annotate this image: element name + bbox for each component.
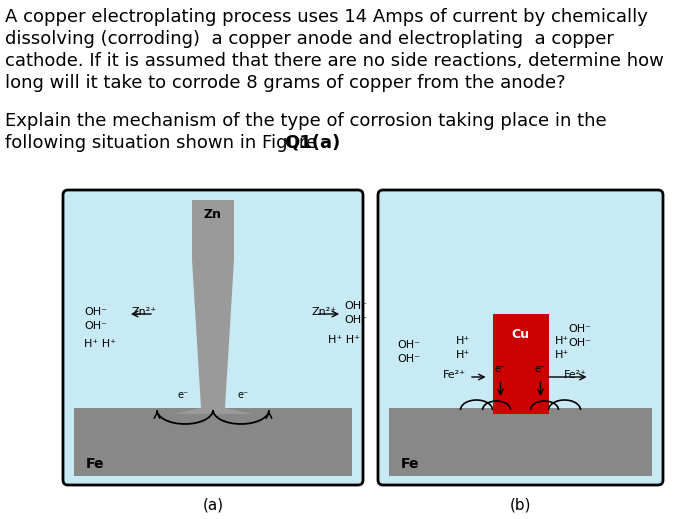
Text: OH⁻: OH⁻ (344, 315, 367, 325)
Text: H⁺: H⁺ (456, 336, 470, 346)
Text: Fe²⁺: Fe²⁺ (564, 370, 587, 380)
Polygon shape (192, 260, 234, 408)
Text: Zn²⁺: Zn²⁺ (312, 307, 337, 317)
Text: Explain the mechanism of the type of corrosion taking place in the: Explain the mechanism of the type of cor… (5, 112, 607, 130)
Text: OH⁻: OH⁻ (397, 354, 420, 364)
FancyBboxPatch shape (63, 190, 363, 485)
Text: H⁺: H⁺ (456, 350, 470, 360)
Text: OH⁻: OH⁻ (84, 321, 107, 331)
Bar (493, 314, 549, 414)
Bar (192, 200, 234, 260)
Text: following situation shown in Figure: following situation shown in Figure (5, 134, 323, 152)
Text: OH⁻: OH⁻ (397, 340, 420, 350)
Text: OH⁻: OH⁻ (84, 307, 107, 317)
Text: e⁻: e⁻ (237, 390, 248, 400)
Text: H⁺: H⁺ (554, 336, 568, 346)
Text: e⁻: e⁻ (535, 364, 546, 374)
Text: OH⁻: OH⁻ (568, 338, 592, 348)
Text: long will it take to corrode 8 grams of copper from the anode?: long will it take to corrode 8 grams of … (5, 74, 566, 92)
Text: Fe²⁺: Fe²⁺ (443, 370, 466, 380)
Text: cathode. If it is assumed that there are no side reactions, determine how: cathode. If it is assumed that there are… (5, 52, 664, 70)
Text: H⁺ H⁺: H⁺ H⁺ (84, 339, 116, 349)
Polygon shape (173, 408, 253, 414)
Text: Q1(a): Q1(a) (284, 134, 340, 152)
Text: Cu: Cu (512, 328, 529, 341)
Text: Fe: Fe (401, 457, 419, 471)
Text: H⁺: H⁺ (554, 350, 568, 360)
Text: (b): (b) (510, 498, 531, 513)
Text: e⁻: e⁻ (177, 390, 188, 400)
Text: Zn: Zn (204, 208, 222, 221)
Text: A copper electroplating process uses 14 Amps of current by chemically: A copper electroplating process uses 14 … (5, 8, 648, 26)
Text: (a): (a) (202, 498, 223, 513)
Text: OH⁻: OH⁻ (568, 324, 592, 334)
Bar (74, 408, 352, 476)
Text: e⁻: e⁻ (495, 364, 506, 374)
FancyBboxPatch shape (378, 190, 663, 485)
Text: dissolving (corroding)  a copper anode and electroplating  a copper: dissolving (corroding) a copper anode an… (5, 30, 614, 48)
Bar (389, 408, 652, 476)
Text: H⁺ H⁺: H⁺ H⁺ (328, 335, 360, 345)
Text: Zn²⁺: Zn²⁺ (132, 307, 157, 317)
Text: OH⁻: OH⁻ (344, 301, 367, 311)
Text: Fe: Fe (86, 457, 104, 471)
